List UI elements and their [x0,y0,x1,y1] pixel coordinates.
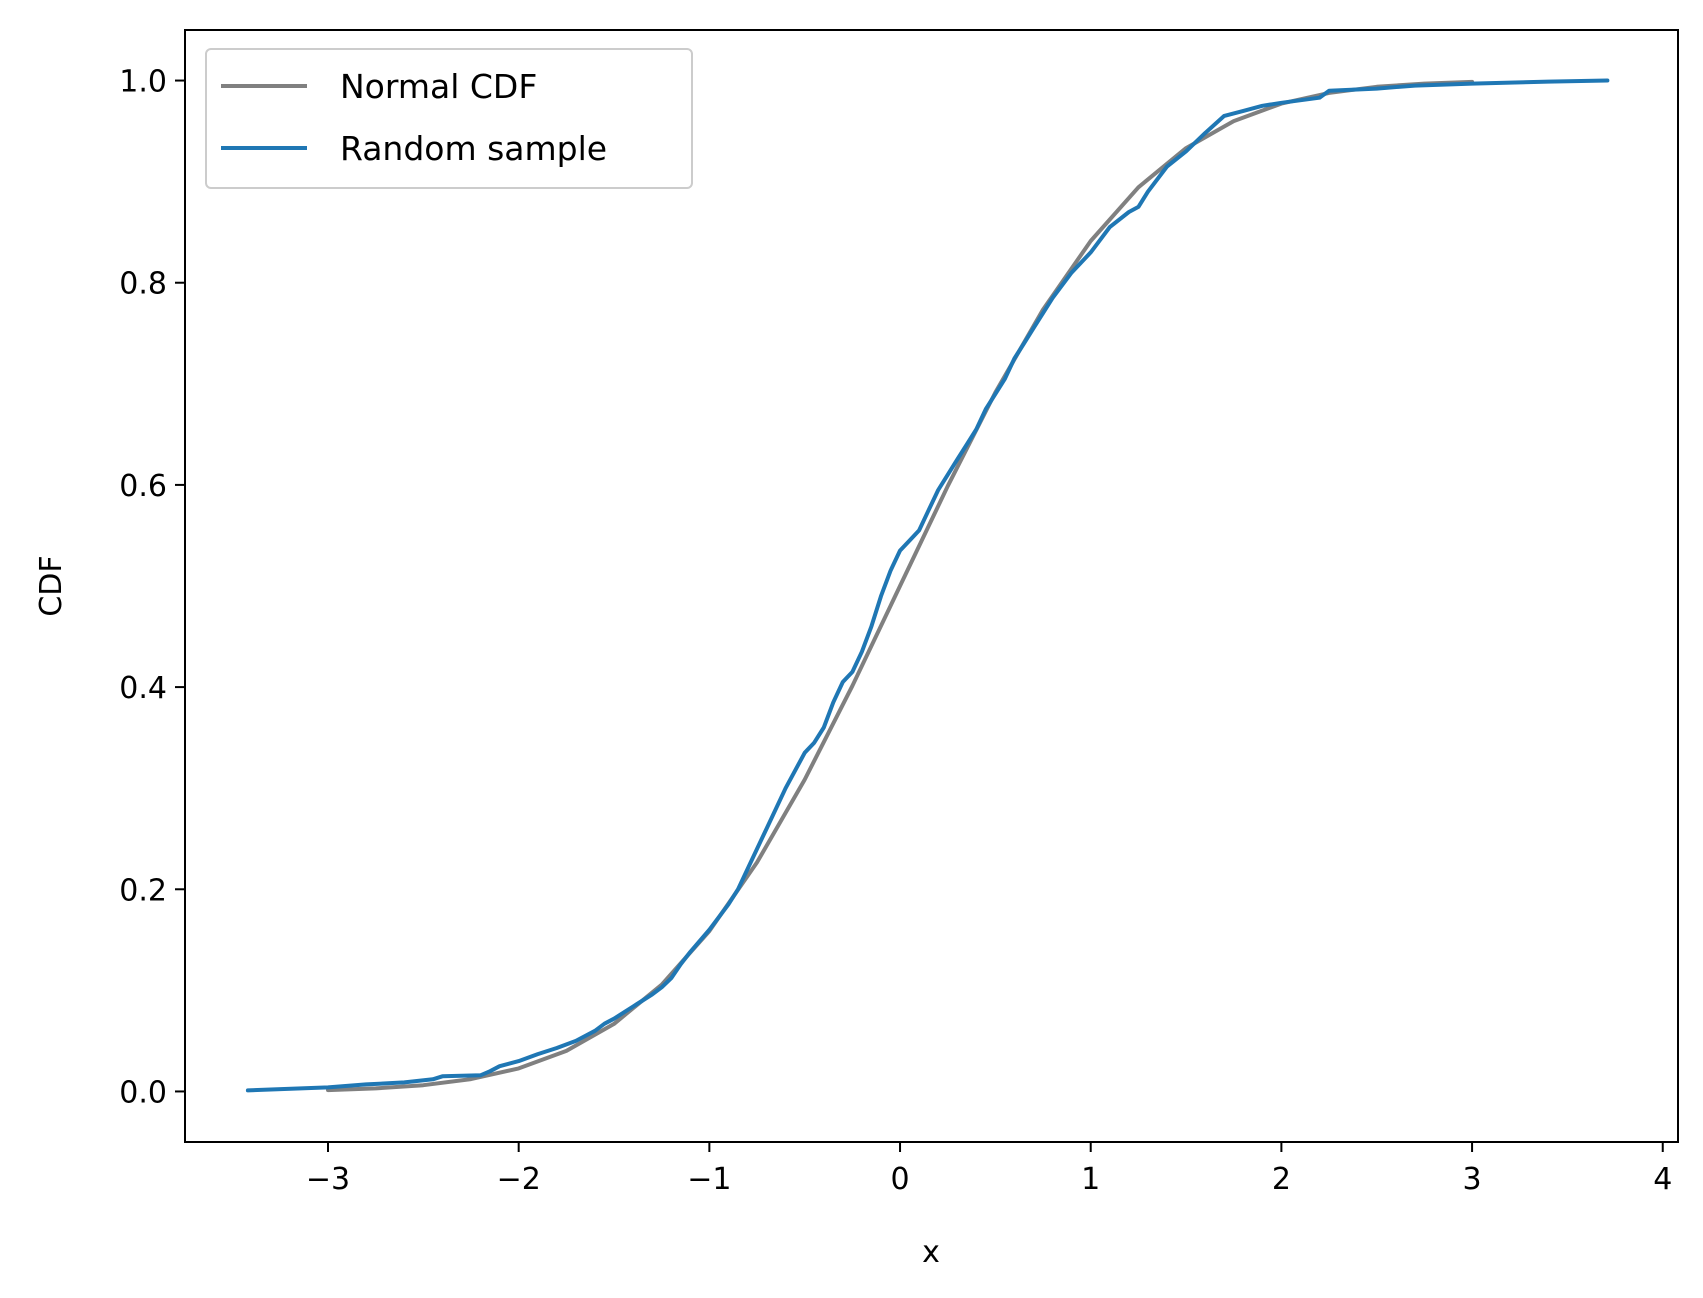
x-axis-label: x [922,1235,940,1270]
legend-random-sample-label: Random sample [340,129,607,168]
x-tick-label: 0 [890,1162,909,1197]
legend-box [205,48,693,189]
y-tick-label: 0.2 [119,873,167,908]
x-tick-label: 2 [1272,1162,1291,1197]
y-tick-label: 0.6 [119,469,167,504]
legend-normal-cdf-label: Normal CDF [340,67,537,106]
x-tick-label: 4 [1653,1162,1672,1197]
x-tick-label: 3 [1463,1162,1482,1197]
y-tick-label: 1.0 [119,65,167,100]
y-tick-label: 0.4 [119,671,167,706]
y-tick-label: 0.0 [119,1075,167,1110]
x-tick-label: −1 [687,1162,731,1197]
y-tick-label: 0.8 [119,267,167,302]
x-tick-label: −2 [497,1162,541,1197]
x-tick-label: −3 [306,1162,350,1197]
y-axis-label: CDF [34,555,69,616]
legend: Normal CDF Random sample [205,48,693,189]
series-line-random-sample [245,78,1610,1093]
x-tick-label: 1 [1081,1162,1100,1197]
plot-frame [184,29,1679,1143]
